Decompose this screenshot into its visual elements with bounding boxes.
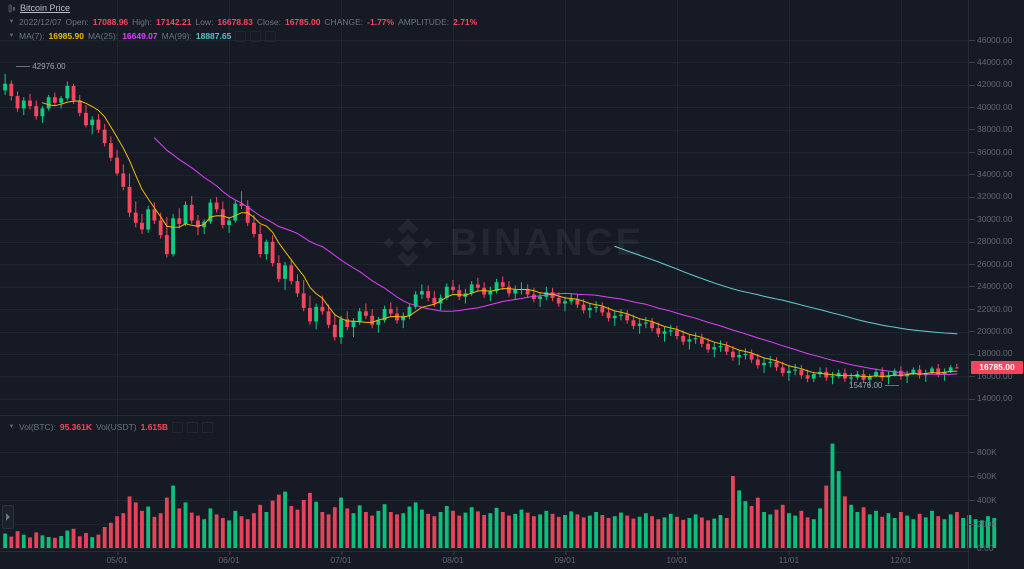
volume-settings-icon[interactable] — [187, 421, 199, 433]
open-value: 17088.96 — [92, 16, 129, 27]
collapse-ohlc-caret[interactable]: ▼ — [8, 18, 15, 25]
open-label: Open: — [65, 16, 89, 27]
collapse-ma-caret[interactable]: ▼ — [8, 32, 15, 39]
low-price-annotation: 15476.00 — [849, 381, 899, 390]
price-axis-tick: 16000.00 — [969, 371, 1024, 382]
ma99-value: 18887.65 — [195, 30, 232, 41]
ohlc-row: ▼ 2022/12/07 Open: 17088.96 High: 17142.… — [8, 16, 478, 28]
vol-usdt-value: 1.615B — [140, 421, 169, 432]
ma25-label: MA(25): — [87, 30, 119, 41]
ohlc-date: 2022/12/07 — [19, 16, 62, 27]
volume-axis-tick: 400K — [969, 495, 1024, 506]
low-annotation-leader — [884, 385, 899, 387]
low-annotation-value: 15476.00 — [849, 381, 883, 390]
symbol-label[interactable]: Bitcoin Price — [20, 2, 71, 13]
volume-series-layer — [3, 443, 997, 548]
price-axis-tick: 40000.00 — [969, 102, 1024, 113]
ma-visibility-toggle-icon[interactable] — [235, 30, 247, 42]
volume-visibility-toggle-icon[interactable] — [172, 421, 184, 433]
price-axis-tick: 26000.00 — [969, 259, 1024, 270]
grid-layer — [0, 0, 968, 549]
low-label: Low: — [195, 16, 214, 27]
high-annotation-leader — [16, 66, 30, 68]
amplitude-value: 2.71% — [453, 16, 478, 27]
price-axis-tick: 46000.00 — [969, 35, 1024, 46]
time-axis-tick: 07/01 — [330, 551, 352, 565]
price-series-layer — [3, 73, 959, 387]
time-axis-tick: 12/01 — [890, 551, 912, 565]
ma7-label: MA(7): — [19, 30, 45, 41]
time-axis-tick: 11/01 — [779, 551, 799, 565]
ma-row: ▼ MA(7): 16985.90 MA(25): 16649.07 MA(99… — [8, 30, 477, 42]
high-annotation-value: 42976.00 — [32, 62, 66, 71]
price-axis-tick: 34000.00 — [969, 169, 1024, 180]
price-axis-tick: 24000.00 — [969, 281, 1024, 292]
high-label: High: — [132, 16, 152, 27]
time-axis-tick: 05/01 — [106, 551, 128, 565]
volume-row: ▼ Vol(BTC): 95.361K Vol(USDT) 1.615B — [8, 421, 214, 433]
price-axis-tick: 22000.00 — [969, 304, 1024, 315]
time-axis-tick: 09/01 — [554, 551, 576, 565]
price-axis-tick: 30000.00 — [969, 214, 1024, 225]
low-value: 16678.83 — [217, 16, 253, 27]
vol-usdt-label: Vol(USDT) — [95, 421, 137, 432]
price-axis-tick: 42000.00 — [969, 79, 1024, 90]
change-label: CHANGE: — [324, 16, 364, 27]
amplitude-label: AMPLITUDE: — [398, 16, 450, 27]
current-price-badge: 16785.00 — [971, 361, 1023, 375]
time-axis-tick: 10/01 — [666, 551, 688, 565]
ma99-label: MA(99): — [161, 30, 192, 41]
pane-separator — [0, 415, 968, 416]
time-axis-tick: 08/01 — [442, 551, 464, 565]
high-price-annotation: 42976.00 — [16, 62, 66, 71]
ma-remove-icon[interactable] — [265, 30, 277, 42]
candlestick-icon — [8, 3, 15, 13]
ma7-value: 16985.90 — [48, 30, 84, 41]
price-axis-tick: 18000.00 — [969, 348, 1024, 359]
volume-axis-tick: 200K — [969, 519, 1024, 530]
volume-axis-tick: 600K — [969, 471, 1024, 482]
price-axis-tick: 20000.00 — [969, 326, 1024, 337]
price-axis-tick: 38000.00 — [969, 124, 1024, 135]
close-value: 16785.00 — [284, 16, 321, 27]
volume-legend: ▼ Vol(BTC): 95.361K Vol(USDT) 1.615B — [8, 421, 214, 433]
sidebar-expand-handle[interactable] — [2, 505, 14, 529]
symbol-title-row[interactable]: Bitcoin Price — [8, 2, 477, 14]
change-value: -1.77% — [367, 16, 395, 27]
ma-settings-icon[interactable] — [250, 30, 262, 42]
price-axis-tick: 14000.00 — [969, 393, 1024, 404]
vol-btc-label: Vol(BTC): — [19, 421, 56, 432]
price-axis-tick: 36000.00 — [969, 147, 1024, 158]
volume-axis-tick: 0.00 — [977, 542, 994, 553]
price-axis-tick: 32000.00 — [969, 191, 1024, 202]
close-label: Close: — [256, 16, 281, 27]
price-legend: Bitcoin Price ▼ 2022/12/07 Open: 17088.9… — [8, 2, 477, 42]
time-axis[interactable]: 05/01 06/01 07/01 08/01 09/01 10/01 11/01 12/01 — [0, 551, 968, 569]
volume-remove-icon[interactable] — [202, 421, 214, 433]
volume-axis-tick: 800K — [969, 447, 1024, 458]
price-axis[interactable]: 46000.00 44000.00 42000.00 40000.00 38000.00… — [968, 0, 1024, 569]
vol-btc-value: 95.361K — [59, 421, 92, 432]
collapse-volume-caret[interactable]: ▼ — [8, 423, 15, 430]
price-axis-tick: 28000.00 — [969, 236, 1024, 247]
ma25-value: 16649.07 — [122, 30, 158, 41]
high-value: 17142.21 — [156, 16, 192, 27]
price-axis-tick: 44000.00 — [969, 57, 1024, 68]
chart-plot-area[interactable] — [0, 0, 997, 549]
time-axis-tick: 06/01 — [218, 551, 240, 565]
